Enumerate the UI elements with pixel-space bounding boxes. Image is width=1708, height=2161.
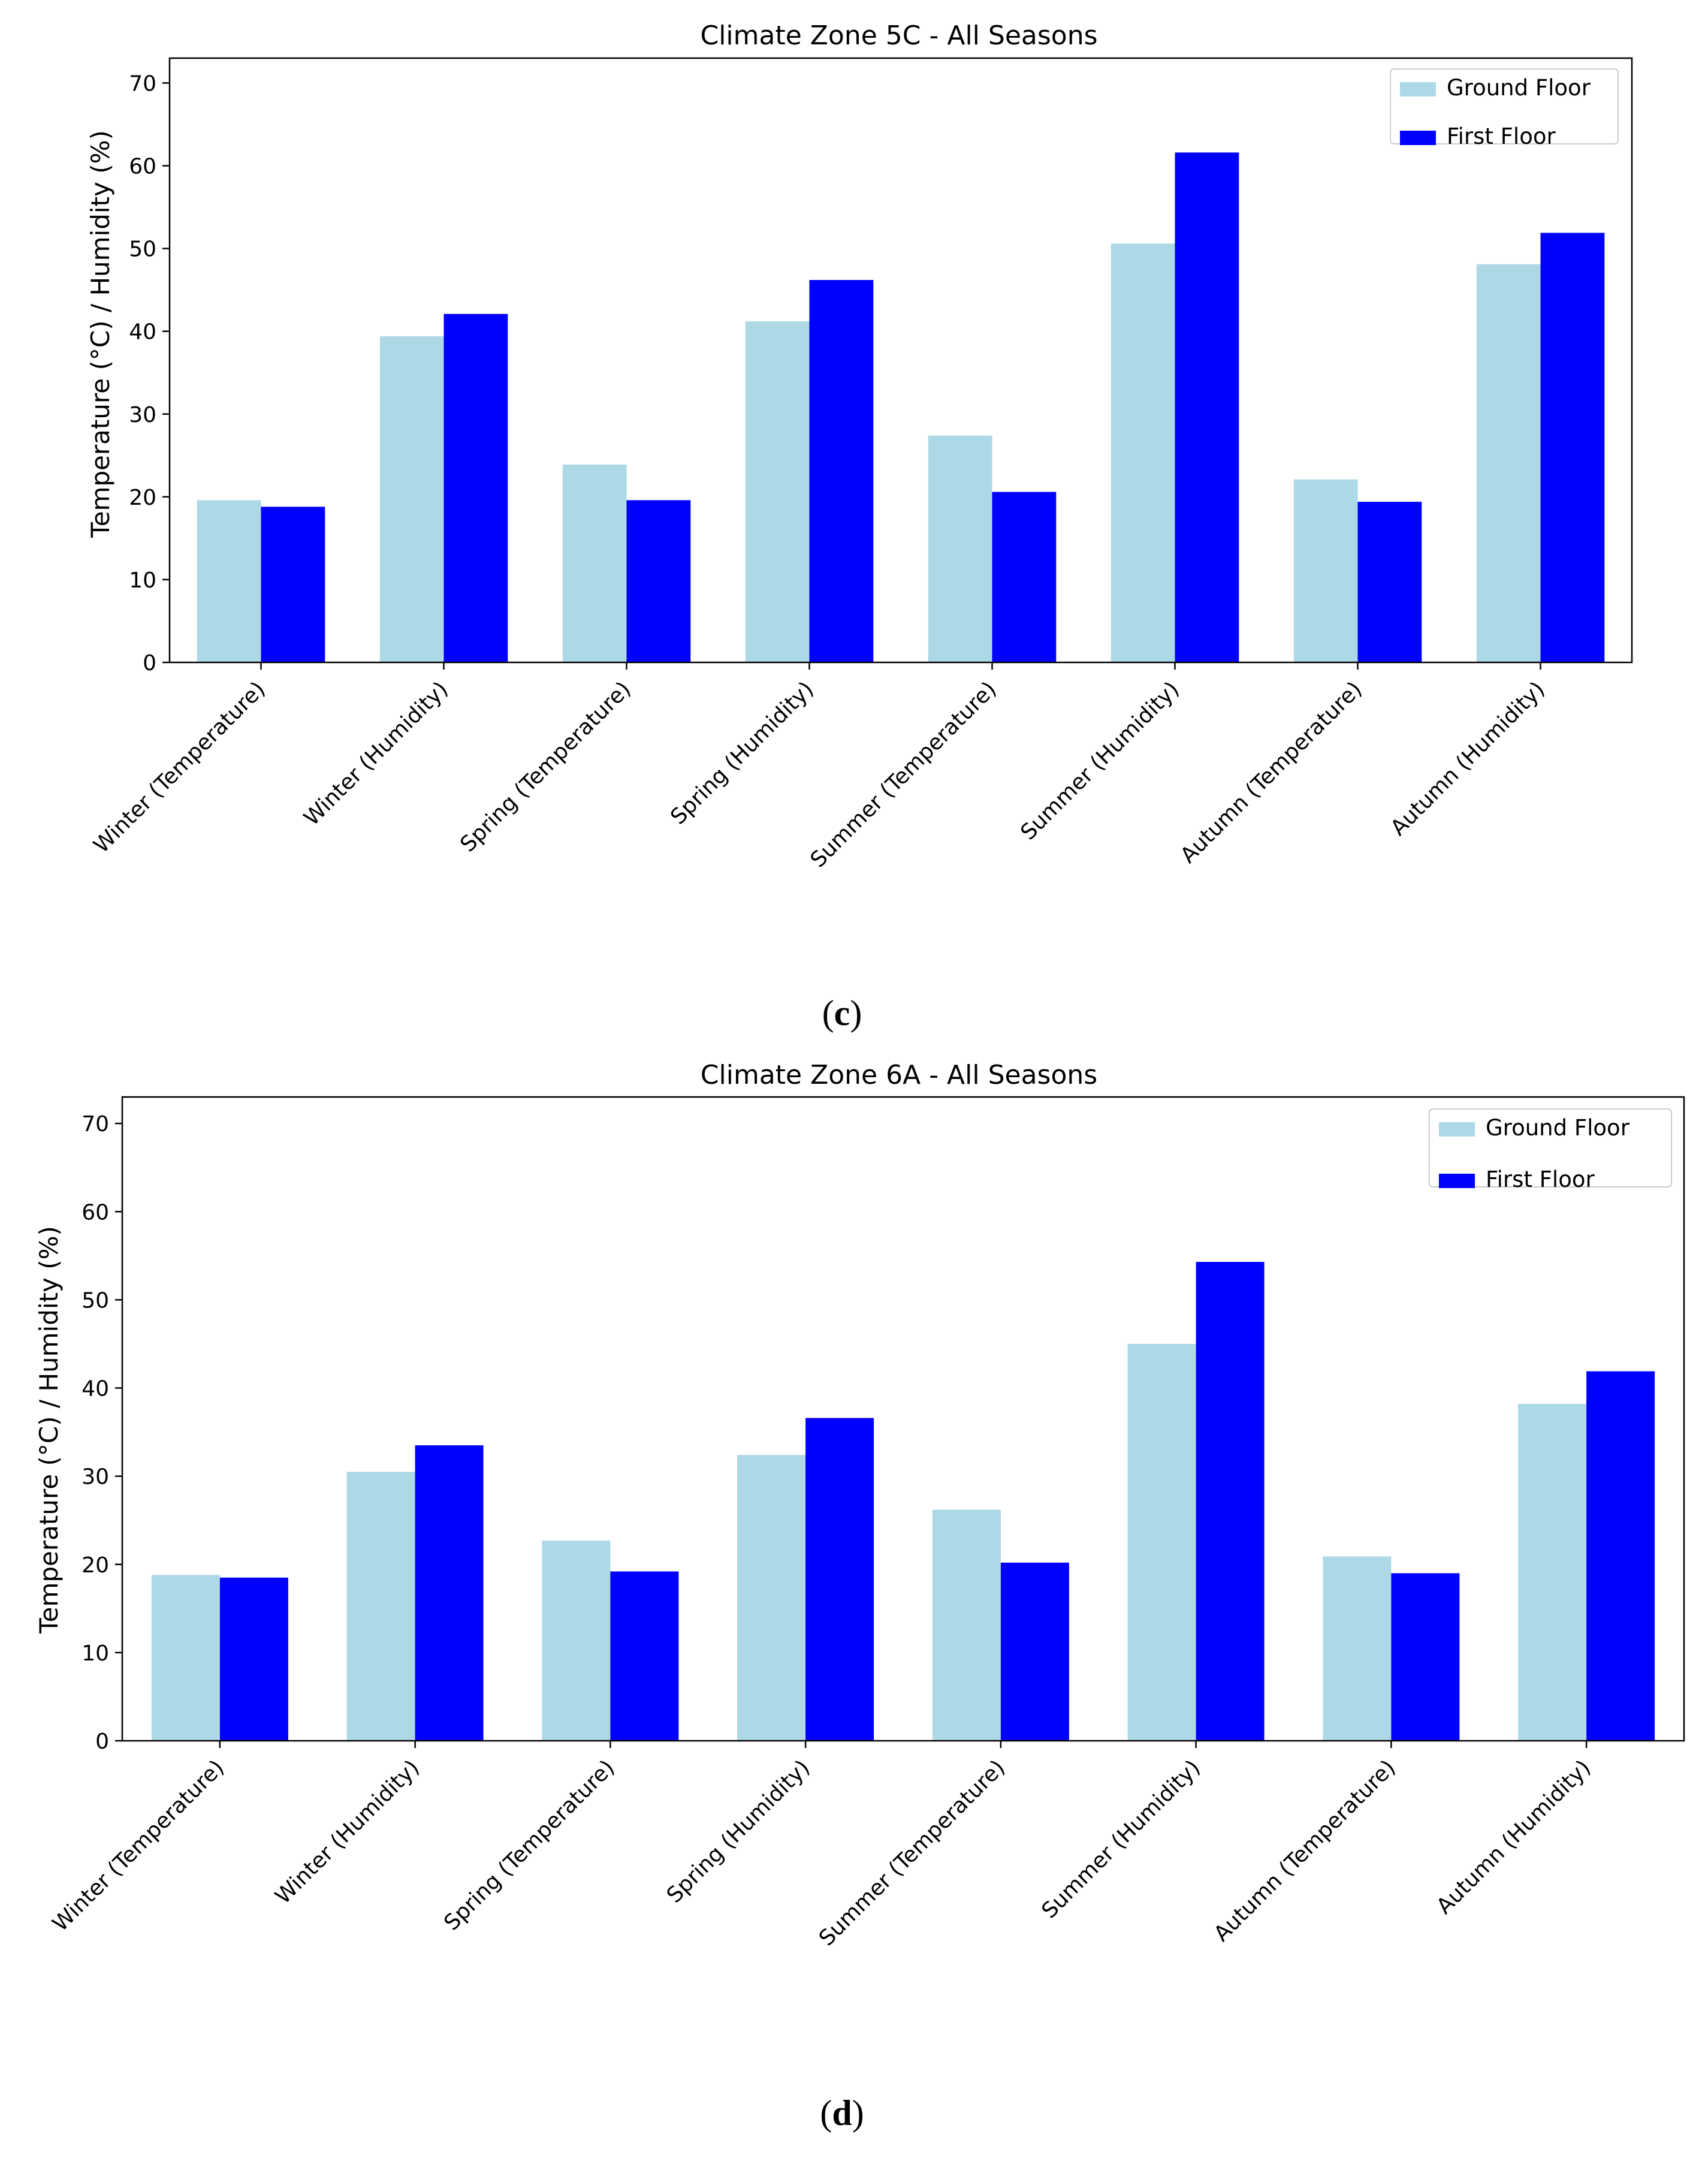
chart-5c-bar-first-4 bbox=[992, 492, 1057, 662]
chart-6a-bar-ground-0 bbox=[151, 1575, 220, 1741]
chart-5c-xtick-label: Winter (Humidity) bbox=[299, 677, 452, 830]
chart-6a-plot: 0 10 20 30 40 50 60 70 Winter (Temperature) Winte… bbox=[48, 1096, 1685, 1951]
chart-6a-bar-ground-6 bbox=[1323, 1556, 1392, 1741]
chart-5c-xtick-label: Spring (Temperature) bbox=[455, 677, 635, 857]
chart-6a-bar-ground-5 bbox=[1127, 1343, 1196, 1741]
chart-5c-xtick-label: Autumn (Temperature) bbox=[1176, 677, 1367, 868]
caption-c-letter: c bbox=[834, 993, 850, 1033]
chart-5c-ytick-label: 50 bbox=[129, 237, 156, 262]
chart-6a-bar-first-4 bbox=[1000, 1562, 1069, 1741]
chart-6a-bar-first-0 bbox=[219, 1577, 288, 1741]
chart-5c-bar-first-2 bbox=[626, 500, 691, 662]
chart-6a-legend-box bbox=[1429, 1108, 1672, 1188]
chart-5c-bar-first-0 bbox=[261, 507, 325, 662]
chart-6a-bar-first-7 bbox=[1586, 1371, 1655, 1741]
caption-c: (c) bbox=[822, 993, 862, 1033]
chart-5c-bar-ground-5 bbox=[1110, 243, 1175, 662]
chart-6a-ytick-label: 40 bbox=[82, 1377, 109, 1402]
chart-6a-ytick-label: 20 bbox=[82, 1553, 109, 1578]
chart-6a-legend-label-first: First Floor bbox=[1486, 1167, 1595, 1192]
chart-5c-bar-first-5 bbox=[1175, 152, 1239, 662]
chart-6a-bar-ground-3 bbox=[737, 1455, 806, 1741]
chart-5c-ytick-label: 60 bbox=[129, 155, 156, 179]
chart-5c-bar-first-6 bbox=[1357, 502, 1422, 662]
chart-5c-bar-first-7 bbox=[1540, 233, 1605, 662]
chart-5c-ytick-label: 70 bbox=[129, 71, 156, 96]
chart-5c-bar-ground-3 bbox=[745, 321, 810, 662]
chart-5c-xtick-label: Autumn (Humidity) bbox=[1386, 677, 1550, 840]
chart-6a-bar-first-6 bbox=[1391, 1573, 1460, 1741]
chart-6a-ylabel: Temperature (°C) / Humidity (%) bbox=[34, 1226, 64, 1634]
chart-6a-ytick-label: 30 bbox=[82, 1465, 109, 1490]
chart-5c-ytick-label: 30 bbox=[129, 403, 156, 427]
chart-6a-legend-swatch-first bbox=[1439, 1174, 1475, 1188]
chart-6a-xtick-label: Autumn (Humidity) bbox=[1432, 1755, 1595, 1919]
chart-5c-bar-first-1 bbox=[443, 314, 508, 662]
chart-6a-axes-frame bbox=[121, 1096, 1685, 1742]
chart-5c-ylabel: Temperature (°C) / Humidity (%) bbox=[86, 130, 115, 538]
chart-6a-title: Climate Zone 6A - All Seasons bbox=[701, 1060, 1097, 1090]
chart-5c-xtick-label: Spring (Humidity) bbox=[666, 677, 819, 830]
chart-5c-title: Climate Zone 5C - All Seasons bbox=[700, 20, 1097, 51]
chart-5c-bar-ground-7 bbox=[1476, 264, 1541, 662]
chart-6a-xtick-label: Autumn (Temperature) bbox=[1209, 1755, 1401, 1946]
chart-5c-ytick-label: 40 bbox=[129, 320, 156, 345]
chart-6a-xtick-label: Winter (Temperature) bbox=[48, 1755, 229, 1936]
chart-6a-ytick-label: 10 bbox=[82, 1641, 109, 1666]
chart-5c-legend-swatch-first bbox=[1400, 131, 1436, 145]
chart-6a: Climate Zone 6A - All Seasons Temperatur… bbox=[34, 1060, 1685, 2133]
chart-6a-xtick-label: Winter (Humidity) bbox=[271, 1755, 424, 1909]
chart-5c-ytick-label: 20 bbox=[129, 486, 156, 510]
chart-5c-bar-ground-2 bbox=[562, 465, 627, 662]
chart-6a-xtick-label: Spring (Temperature) bbox=[439, 1755, 619, 1935]
chart-6a-xtick-label: Summer (Humidity) bbox=[1037, 1755, 1205, 1923]
chart-6a-legend-label-ground: Ground Floor bbox=[1486, 1115, 1630, 1141]
chart-5c-bar-ground-0 bbox=[197, 500, 261, 662]
chart-6a-xtick-label: Summer (Temperature) bbox=[814, 1755, 1010, 1951]
chart-5c-ytick-label: 0 bbox=[143, 651, 156, 676]
chart-6a-ytick-label: 0 bbox=[95, 1729, 109, 1754]
chart-5c-bar-ground-6 bbox=[1293, 479, 1358, 662]
chart-6a-bar-first-2 bbox=[610, 1571, 679, 1741]
chart-6a-legend: Ground Floor First Floor bbox=[1429, 1108, 1672, 1192]
chart-5c-ytick-label: 10 bbox=[129, 568, 156, 593]
caption-d-letter: d bbox=[832, 2093, 852, 2133]
chart-6a-bar-first-1 bbox=[415, 1445, 484, 1741]
chart-5c-plot: 0 10 20 30 40 50 60 70 Winter (Temperature) Winte… bbox=[89, 57, 1633, 872]
chart-6a-ytick-label: 70 bbox=[82, 1112, 109, 1137]
chart-6a-legend-swatch-ground bbox=[1439, 1122, 1475, 1137]
chart-5c-bar-ground-4 bbox=[928, 435, 992, 662]
chart-6a-ytick-label: 60 bbox=[82, 1200, 109, 1225]
caption-d: (d) bbox=[820, 2093, 864, 2133]
chart-5c-axes-frame bbox=[168, 57, 1633, 664]
chart-6a-bar-ground-4 bbox=[932, 1509, 1001, 1741]
chart-6a-bar-ground-2 bbox=[542, 1541, 611, 1741]
chart-6a-bar-first-3 bbox=[805, 1418, 874, 1741]
chart-6a-xtick-label: Spring (Humidity) bbox=[662, 1755, 815, 1908]
chart-5c-legend-label-ground: Ground Floor bbox=[1447, 75, 1591, 101]
chart-6a-ytick-label: 50 bbox=[82, 1288, 109, 1313]
chart-6a-bar-ground-7 bbox=[1518, 1404, 1587, 1741]
chart-5c-legend-box bbox=[1390, 68, 1619, 144]
chart-6a-bar-ground-1 bbox=[346, 1472, 415, 1741]
chart-5c-legend: Ground Floor First Floor bbox=[1390, 68, 1619, 149]
chart-6a-bar-first-5 bbox=[1196, 1262, 1265, 1741]
chart-5c: Climate Zone 5C - All Seasons Temperatur… bbox=[86, 20, 1633, 1033]
chart-5c-bar-first-3 bbox=[809, 280, 874, 663]
chart-5c-xtick-label: Summer (Humidity) bbox=[1016, 677, 1184, 845]
chart-5c-xtick-label: Summer (Temperature) bbox=[806, 677, 1001, 872]
chart-5c-xtick-label: Winter (Temperature) bbox=[89, 677, 270, 858]
chart-5c-legend-swatch-ground bbox=[1400, 82, 1436, 97]
chart-5c-bar-ground-1 bbox=[379, 336, 444, 662]
chart-5c-legend-label-first: First Floor bbox=[1447, 123, 1556, 149]
